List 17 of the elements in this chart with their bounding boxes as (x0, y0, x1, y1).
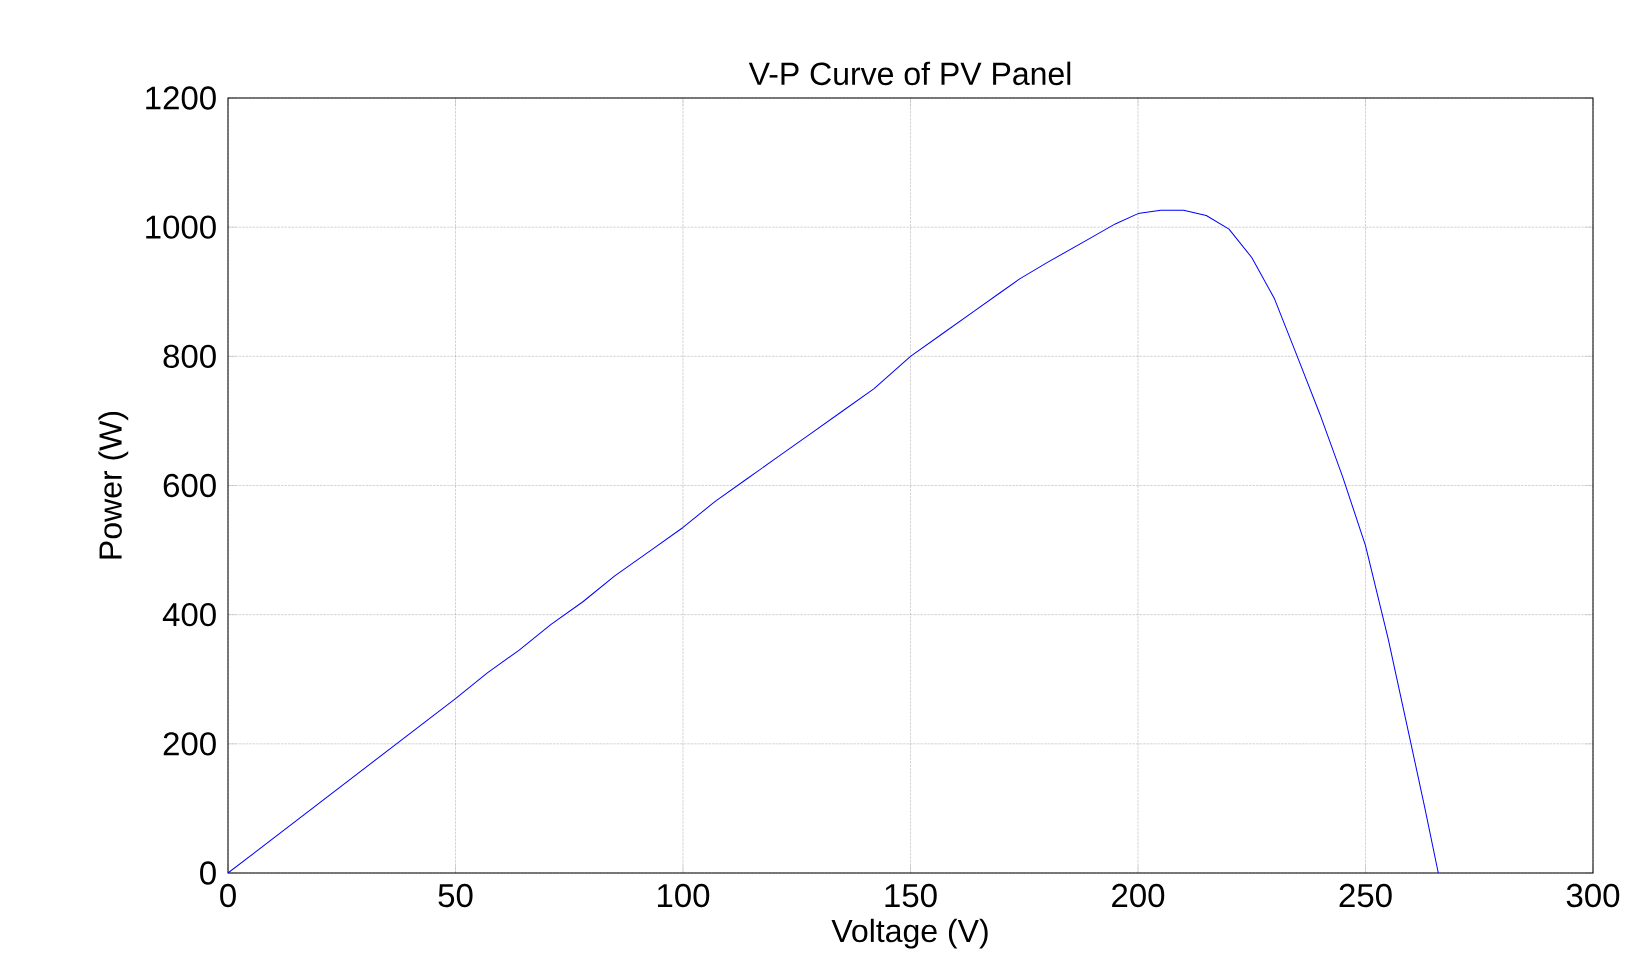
y-tick-label: 400 (162, 602, 216, 627)
x-tick-label: 150 (885, 883, 937, 908)
x-axis-title: Voltage (V) (831, 918, 988, 949)
x-tick-label: 250 (1339, 883, 1392, 908)
x-tick-label: 200 (1112, 883, 1165, 908)
y-tick-label: 1200 (146, 86, 216, 110)
y-tick-label: 0 (200, 861, 216, 885)
y-tick-label: 200 (163, 732, 216, 756)
chart-title: V-P Curve of PV Panel (748, 61, 1071, 86)
y-tick-label: 800 (163, 344, 216, 369)
y-tick-label: 600 (163, 473, 216, 498)
x-tick-label: 100 (657, 883, 710, 908)
x-tick-label: 50 (438, 883, 473, 908)
x-tick-label: 0 (220, 883, 236, 908)
x-tick-label: 300 (1566, 883, 1620, 908)
y-axis-title: Power (W) (98, 411, 129, 559)
y-tick-label: 1000 (146, 215, 216, 239)
